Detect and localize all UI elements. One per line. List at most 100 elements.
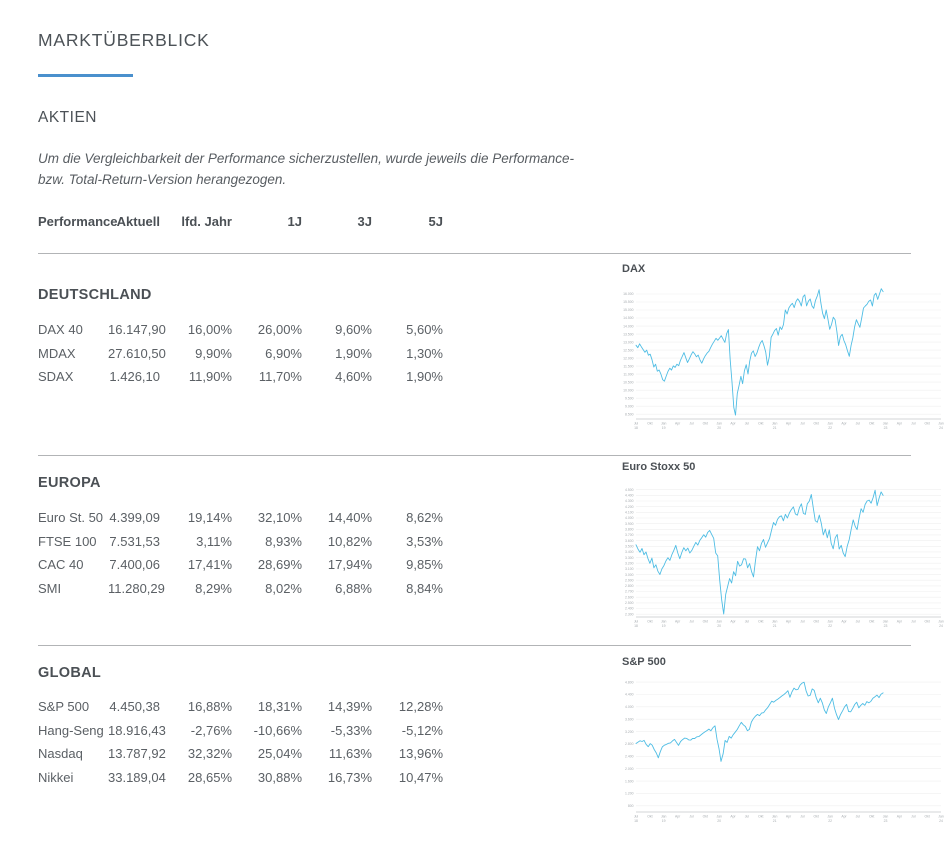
- svg-text:22: 22: [828, 819, 832, 823]
- svg-text:Jan: Jan: [883, 422, 889, 426]
- table-row-smi: SMI 11.280,29 8,29% 8,02% 6,88% 8,84%: [38, 577, 458, 601]
- value-aktuell: 18.916,43: [108, 722, 166, 738]
- svg-text:2.800: 2.800: [625, 742, 634, 746]
- index-label: CAC 40: [38, 557, 84, 573]
- svg-text:2.600: 2.600: [625, 595, 634, 599]
- svg-text:Apr: Apr: [730, 422, 736, 426]
- table-row-sp500: S&P 500 4.450,38 16,88% 18,31% 14,39% 12…: [38, 695, 458, 719]
- svg-text:24: 24: [939, 624, 943, 628]
- svg-text:Okt: Okt: [814, 620, 819, 624]
- svg-text:8.500: 8.500: [625, 412, 634, 416]
- dax-chart-title: DAX: [622, 263, 646, 275]
- svg-text:Jan: Jan: [938, 815, 944, 819]
- value-lfd: -2,76%: [190, 722, 232, 738]
- svg-text:9.000: 9.000: [625, 404, 634, 408]
- svg-text:Jan: Jan: [661, 620, 667, 624]
- sp500-chart-title: S&P 500: [622, 656, 666, 668]
- svg-text:20: 20: [717, 624, 721, 628]
- svg-text:3.200: 3.200: [625, 561, 634, 565]
- note-line-2: bzw. Total-Return-Version herangezogen.: [38, 172, 287, 187]
- svg-text:Jan: Jan: [772, 422, 778, 426]
- svg-text:Jul: Jul: [911, 815, 916, 819]
- aktien-heading: AKTIEN: [38, 109, 97, 126]
- value-1j: 25,04%: [257, 746, 302, 762]
- svg-text:Apr: Apr: [841, 422, 847, 426]
- group-global: GLOBAL S&P 500 4.450,38 16,88% 18,31% 14…: [38, 645, 458, 789]
- svg-text:Jan: Jan: [661, 422, 667, 426]
- svg-text:3.700: 3.700: [625, 533, 634, 537]
- svg-text:15.000: 15.000: [623, 308, 633, 312]
- svg-text:3.000: 3.000: [625, 573, 634, 577]
- svg-text:Apr: Apr: [897, 815, 903, 819]
- value-5j: 9,85%: [406, 557, 443, 573]
- svg-text:Apr: Apr: [730, 815, 736, 819]
- svg-text:Jul: Jul: [800, 620, 805, 624]
- svg-text:Jul: Jul: [745, 422, 750, 426]
- accent-rule: [38, 74, 133, 77]
- value-lfd: 9,90%: [195, 345, 232, 361]
- svg-text:Okt: Okt: [647, 620, 652, 624]
- value-5j: 13,96%: [398, 746, 443, 762]
- svg-text:18: 18: [634, 624, 638, 628]
- svg-text:Apr: Apr: [675, 815, 681, 819]
- value-lfd: 3,11%: [196, 533, 232, 549]
- svg-text:1.200: 1.200: [625, 792, 634, 796]
- svg-text:2.300: 2.300: [625, 612, 634, 616]
- value-aktuell: 33.189,04: [108, 769, 166, 785]
- svg-text:3.600: 3.600: [625, 539, 634, 543]
- svg-text:Jan: Jan: [827, 815, 833, 819]
- svg-text:Apr: Apr: [730, 620, 736, 624]
- svg-text:Jul: Jul: [634, 815, 639, 819]
- svg-text:Jan: Jan: [716, 422, 722, 426]
- svg-text:Okt: Okt: [869, 815, 874, 819]
- svg-text:4.400: 4.400: [625, 693, 634, 697]
- table-row-sdax: SDAX 1.426,10 11,90% 11,70% 4,60% 1,90%: [38, 365, 458, 389]
- value-1j: 18,31%: [257, 699, 302, 715]
- table-header-row: Performance Aktuell lfd. Jahr 1J 3J 5J: [38, 214, 443, 229]
- group-europa: EUROPA Euro St. 50 4.399,09 19,14% 32,10…: [38, 455, 458, 600]
- value-lfd: 8,29%: [195, 580, 232, 596]
- svg-text:9.500: 9.500: [625, 396, 634, 400]
- svg-text:Apr: Apr: [786, 620, 792, 624]
- value-3j: 16,73%: [327, 769, 372, 785]
- svg-text:Jan: Jan: [938, 620, 944, 624]
- svg-text:Okt: Okt: [814, 815, 819, 819]
- value-aktuell: 1.426,10: [109, 369, 160, 385]
- svg-text:Okt: Okt: [814, 422, 819, 426]
- performance-note: Um die Vergleichbarkeit der Performance …: [38, 148, 574, 190]
- svg-text:10.500: 10.500: [623, 380, 633, 384]
- table-row-dax40: DAX 40 16.147,90 16,00% 26,00% 9,60% 5,6…: [38, 318, 458, 342]
- table-row-ftse100: FTSE 100 7.531,53 3,11% 8,93% 10,82% 3,5…: [38, 530, 458, 554]
- value-aktuell: 7.531,53: [109, 533, 160, 549]
- table-row-mdax: MDAX 27.610,50 9,90% 6,90% 1,90% 1,30%: [38, 342, 458, 366]
- svg-text:2.700: 2.700: [625, 590, 634, 594]
- value-lfd: 28,65%: [187, 769, 232, 785]
- svg-text:Jul: Jul: [689, 620, 694, 624]
- section-divider-global: [38, 645, 911, 646]
- svg-text:Jul: Jul: [911, 422, 916, 426]
- table-row-nasdaq: Nasdaq 13.787,92 32,32% 25,04% 11,63% 13…: [38, 742, 458, 766]
- group-deutschland: DEUTSCHLAND DAX 40 16.147,90 16,00% 26,0…: [38, 253, 458, 389]
- svg-text:2.900: 2.900: [625, 578, 634, 582]
- svg-text:Okt: Okt: [924, 422, 929, 426]
- value-5j: 1,90%: [406, 369, 443, 385]
- svg-text:18: 18: [634, 426, 638, 430]
- index-label: MDAX: [38, 345, 76, 361]
- value-lfd: 11,90%: [188, 369, 232, 385]
- svg-text:Apr: Apr: [675, 620, 681, 624]
- group-title-europa: EUROPA: [38, 475, 101, 491]
- index-label: SMI: [38, 580, 62, 596]
- value-5j: 5,60%: [406, 322, 443, 338]
- svg-text:Jan: Jan: [772, 620, 778, 624]
- note-line-1: Um die Vergleichbarkeit der Performance …: [38, 151, 574, 166]
- value-3j: 9,60%: [335, 322, 372, 338]
- svg-text:Apr: Apr: [897, 620, 903, 624]
- svg-text:Okt: Okt: [647, 815, 652, 819]
- value-3j: 17,94%: [327, 557, 372, 573]
- value-5j: 8,84%: [406, 580, 443, 596]
- svg-text:20: 20: [717, 819, 721, 823]
- page-title: MARKTÜBERBLICK: [38, 30, 210, 50]
- value-aktuell: 13.787,92: [108, 746, 166, 762]
- svg-text:3.500: 3.500: [625, 545, 634, 549]
